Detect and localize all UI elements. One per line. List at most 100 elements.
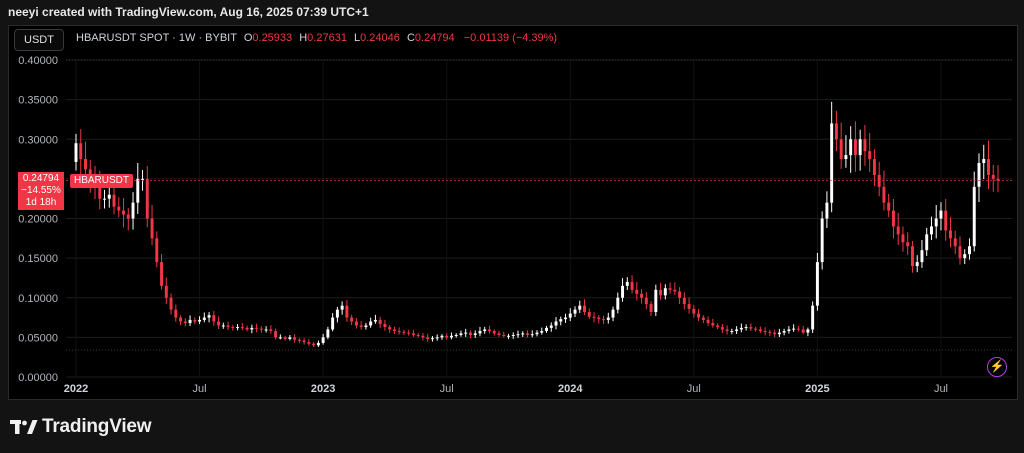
legend-open-label: O (243, 32, 253, 44)
candle-body (587, 312, 591, 317)
candle-body (730, 331, 734, 333)
candle-body (863, 139, 867, 152)
candle-body (530, 334, 534, 336)
candle-body (815, 262, 819, 306)
lightning-icon[interactable]: ⚡ (987, 357, 1007, 377)
candle-body (792, 328, 796, 330)
candle-body (502, 334, 506, 336)
bar-countdown: 1d 18h (25, 197, 57, 208)
candle-body (987, 159, 990, 175)
candle-body (160, 262, 164, 286)
candle-body (497, 333, 501, 335)
candle-body (644, 297, 648, 305)
candle-body (430, 338, 434, 340)
legend-symbol[interactable]: HBARUSDT SPOT · 1W · BYBIT (76, 32, 237, 44)
candle-body (887, 202, 891, 211)
candle-body (749, 327, 753, 329)
candle-body (449, 335, 453, 338)
candle-body (649, 304, 653, 313)
candle-body (335, 309, 339, 318)
candle-body (977, 163, 981, 187)
candle-body (122, 210, 125, 215)
candle-body (516, 334, 520, 336)
candle-body (426, 337, 430, 339)
candle-body (535, 332, 539, 335)
candle-body (540, 331, 544, 333)
candle-body (801, 329, 805, 333)
candle-body (155, 238, 159, 263)
candle-body (716, 325, 720, 328)
candle-body (777, 332, 781, 335)
tradingview-logo[interactable]: TradingView (10, 416, 152, 438)
candle-body (806, 329, 810, 333)
candle-body (925, 234, 929, 251)
candle-body (297, 339, 301, 341)
candle-body (212, 315, 216, 322)
candle-body (963, 254, 967, 259)
candle-body (635, 289, 639, 294)
y-tick-label: 0.10000 (18, 293, 58, 305)
candle-body (435, 337, 439, 339)
candle-body (982, 159, 986, 164)
candle-body (255, 327, 259, 329)
candle-body (787, 329, 791, 332)
candle-body (820, 218, 824, 263)
x-tick-label: Jul (440, 383, 454, 395)
y-tick-label: 0.30000 (18, 134, 58, 146)
candle-body (217, 321, 221, 326)
candle-body (492, 331, 496, 334)
candle-body (74, 143, 78, 162)
candle-body (915, 262, 919, 267)
candle-body (559, 319, 563, 322)
candle-body (564, 317, 567, 320)
candle-body (744, 327, 748, 329)
candle-body (706, 319, 710, 324)
candle-body (193, 319, 197, 322)
candle-body (421, 335, 425, 338)
candle-body (236, 327, 240, 329)
candle-body (668, 288, 672, 290)
candle-body (264, 329, 268, 331)
candle-body (682, 297, 686, 305)
candle-body (958, 246, 962, 259)
candle-body (207, 315, 211, 318)
candle-body (445, 335, 449, 338)
candle-body (174, 309, 178, 318)
x-tick-label: Jul (934, 383, 948, 395)
candle-body (825, 202, 829, 219)
legend-open-value: 0.25933 (252, 32, 293, 44)
candle-body (397, 331, 401, 333)
candle-body (141, 178, 145, 180)
candle-body (117, 206, 121, 211)
x-tick-label: Jul (687, 383, 701, 395)
candle-body (972, 186, 976, 247)
candle-body (103, 198, 106, 200)
candle-body (573, 309, 577, 314)
candle-body (250, 327, 254, 330)
candle-body (126, 214, 130, 219)
candle-body (274, 331, 278, 338)
candle-body (782, 331, 786, 333)
candle-body (526, 333, 529, 335)
candle-body (183, 321, 187, 324)
candle-body (687, 304, 691, 309)
x-tick-label: 2025 (805, 383, 829, 395)
candle-body (483, 329, 487, 332)
candle-body (763, 331, 767, 333)
candle-body (891, 210, 895, 227)
candle-body (511, 334, 515, 336)
candle-body (592, 316, 596, 318)
candle-body (416, 334, 420, 336)
y-tick-label: 0.15000 (18, 253, 58, 265)
candle-body (364, 325, 368, 328)
y-tick-label: 0.20000 (18, 214, 58, 226)
x-tick-label: 2022 (64, 383, 88, 395)
candle-body (312, 343, 316, 346)
currency-unit-button[interactable]: USDT (14, 29, 64, 51)
candle-body (673, 289, 677, 292)
candle-body (302, 340, 306, 343)
candle-body (150, 218, 154, 239)
candle-body (768, 331, 772, 333)
candle-body (478, 331, 482, 334)
